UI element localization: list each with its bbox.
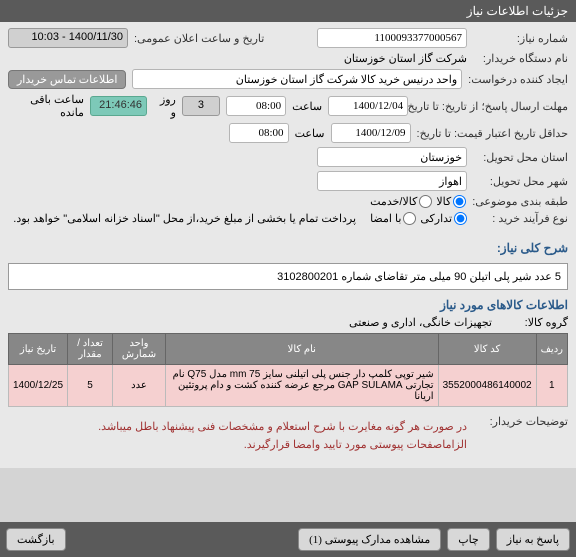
buy-process-label: نوع فرآیند خرید : <box>473 212 568 225</box>
need-no-label: شماره نیاز: <box>473 32 568 45</box>
col-code: کد کالا <box>438 334 536 365</box>
requester-label: ایجاد کننده درخواست: <box>468 73 568 86</box>
notes-text: در صورت هر گونه مغایرت با شرح استعلام و … <box>98 415 467 458</box>
header-bar: جزئیات اطلاعات نیاز <box>0 0 576 22</box>
items-table: ردیف کد کالا نام کالا واحد شمارش تعداد /… <box>8 333 568 407</box>
proc-direct-radio[interactable] <box>454 212 467 225</box>
city-label: شهر محل تحویل: <box>473 175 568 188</box>
reply-button[interactable]: پاسخ به نیاز <box>496 528 570 551</box>
reply-deadline-label: مهلت ارسال پاسخ؛ از تاریخ: تا تاریخ: <box>414 100 568 113</box>
need-title-box: 5 عدد شیر پلی اتیلن 90 میلی متر تقاضای ش… <box>8 263 568 290</box>
province-field[interactable] <box>317 147 467 167</box>
notes-line2: الزاماصفحات پیوستی مورد تایید وامضا قرار… <box>98 437 467 455</box>
contact-button[interactable]: اطلاعات تماس خریدار <box>8 70 126 89</box>
attachments-button[interactable]: مشاهده مدارک پیوستی (1) <box>298 528 441 551</box>
need-no-field[interactable] <box>317 28 467 48</box>
col-qty: تعداد / مقدار <box>68 334 113 365</box>
items-heading: اطلاعات کالاهای مورد نیاز <box>8 298 568 312</box>
cell-qty: 5 <box>68 365 113 407</box>
cell-unit: عدد <box>113 365 166 407</box>
table-row[interactable]: 1 3552000486140002 شیر توپی کلمپ دار جنس… <box>9 365 568 407</box>
header-title: جزئیات اطلاعات نیاز <box>467 4 568 18</box>
col-unit: واحد شمارش <box>113 334 166 365</box>
process-radios: تدارکی با امضا <box>370 212 467 225</box>
col-row: ردیف <box>536 334 567 365</box>
proc-sig-radio[interactable] <box>403 212 416 225</box>
remaining-time: 21:46:46 <box>90 96 147 116</box>
cat-service-option[interactable]: کالا/خدمت <box>370 195 432 208</box>
col-date: تاریخ نیاز <box>9 334 68 365</box>
form-area: شماره نیاز: تاریخ و ساعت اعلان عمومی: 14… <box>0 22 576 468</box>
buyer-label: نام دستگاه خریدار: <box>473 52 568 65</box>
time-label-2: ساعت <box>295 127 325 140</box>
remaining-label: ساعت باقی مانده <box>8 93 84 119</box>
table-header-row: ردیف کد کالا نام کالا واحد شمارش تعداد /… <box>9 334 568 365</box>
proc-direct-option[interactable]: تدارکی <box>420 212 467 225</box>
cat-goods-radio[interactable] <box>453 195 466 208</box>
validity-label: حداقل تاریخ اعتبار قیمت: تا تاریخ: <box>417 127 568 140</box>
notes-label: توضیحات خریدار: <box>473 415 568 428</box>
category-label: طبقه بندی موضوعی: <box>472 195 568 208</box>
announce-value: 1400/11/30 - 10:03 <box>8 28 128 48</box>
days-count: 3 <box>182 96 220 116</box>
cell-name: شیر توپی کلمپ دار جنس پلی اتیلنی سایز mm… <box>165 365 438 407</box>
days-and: روز و <box>153 93 176 119</box>
footer-bar: پاسخ به نیاز چاپ مشاهده مدارک پیوستی (1)… <box>0 522 576 557</box>
need-title-label: شرح کلی نیاز: <box>497 241 568 255</box>
print-button[interactable]: چاپ <box>447 528 490 551</box>
cell-code: 3552000486140002 <box>438 365 536 407</box>
requester-field[interactable] <box>132 69 462 89</box>
group-value: تجهیزات خانگی، اداری و صنعتی <box>349 316 492 329</box>
cat-goods-option[interactable]: کالا <box>436 195 466 208</box>
cat-service-radio[interactable] <box>419 195 432 208</box>
back-button[interactable]: بازگشت <box>6 528 66 551</box>
proc-sig-option[interactable]: با امضا <box>370 212 416 225</box>
notes-line1: در صورت هر گونه مغایرت با شرح استعلام و … <box>98 419 467 437</box>
time-label-1: ساعت <box>292 100 322 113</box>
validity-date[interactable] <box>331 123 411 143</box>
validity-time[interactable] <box>229 123 289 143</box>
cell-idx: 1 <box>536 365 567 407</box>
city-field[interactable] <box>317 171 467 191</box>
col-name: نام کالا <box>165 334 438 365</box>
reply-from-date[interactable] <box>328 96 408 116</box>
buyer-name: شرکت گاز استان خوزستان <box>344 52 467 65</box>
announce-label: تاریخ و ساعت اعلان عمومی: <box>134 32 264 45</box>
group-label: گروه کالا: <box>498 316 568 329</box>
proc-note: پرداخت تمام یا بخشی از مبلغ خرید،از محل … <box>13 212 356 225</box>
cell-date: 1400/12/25 <box>9 365 68 407</box>
category-radios: کالا کالا/خدمت <box>370 195 466 208</box>
reply-from-time[interactable] <box>226 96 286 116</box>
province-label: استان محل تحویل: <box>473 151 568 164</box>
